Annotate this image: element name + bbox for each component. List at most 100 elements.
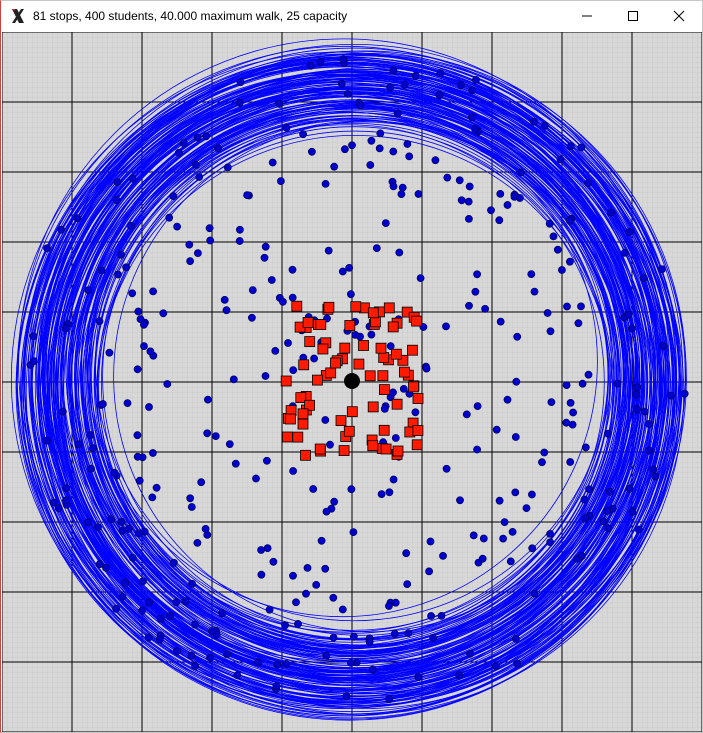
student-dot: [346, 290, 355, 299]
bus-stop: [343, 425, 355, 437]
student-dot: [112, 196, 121, 204]
student-dot: [269, 557, 278, 566]
student-dot: [165, 213, 174, 222]
student-dot: [29, 332, 38, 341]
student-dot: [134, 307, 143, 316]
walk-circle: [81, 105, 609, 633]
minimize-button[interactable]: [564, 1, 610, 31]
bus-stop: [412, 393, 424, 404]
bus-stop: [378, 384, 390, 396]
student-dot: [303, 564, 312, 572]
student-dot: [282, 124, 291, 132]
student-dot: [386, 342, 395, 350]
student-dot: [186, 494, 195, 503]
student-dot: [329, 633, 338, 642]
student-dot: [577, 143, 586, 152]
student-dot: [436, 69, 445, 77]
simulation-canvas[interactable]: [2, 32, 702, 732]
student-dot: [377, 490, 386, 498]
bus-stop: [375, 342, 387, 354]
student-dot: [633, 405, 641, 414]
student-dot: [495, 216, 504, 225]
student-dot: [442, 464, 451, 473]
student-dot: [265, 605, 274, 614]
bus-stop: [292, 431, 304, 443]
student-dot: [645, 420, 653, 428]
student-dot: [439, 552, 447, 560]
bus-stop: [407, 344, 418, 356]
walk-circle: [59, 90, 663, 693]
student-dot: [416, 274, 425, 282]
student-dot: [399, 384, 408, 393]
student-dot: [235, 99, 244, 107]
bus-stop: [364, 370, 376, 382]
bus-stop: [298, 359, 310, 371]
student-dot: [342, 692, 351, 700]
student-dot: [530, 589, 539, 598]
student-dot: [345, 263, 354, 272]
stops-layer: [280, 300, 424, 461]
student-dot: [206, 653, 214, 662]
student-dot: [112, 604, 120, 613]
student-dot: [422, 364, 431, 373]
student-dot: [442, 322, 450, 331]
student-dot: [530, 117, 538, 126]
bus-stop: [353, 358, 365, 370]
bus-stop: [295, 392, 307, 404]
student-dot: [478, 554, 487, 563]
student-dot: [512, 635, 520, 643]
student-dot: [254, 658, 262, 667]
student-dot: [284, 339, 292, 347]
student-dot: [553, 245, 562, 254]
student-dot: [113, 178, 122, 186]
student-dot: [174, 148, 183, 157]
student-dot: [289, 467, 297, 475]
bus-stop: [297, 418, 309, 430]
student-dot: [317, 536, 326, 545]
student-dot: [169, 558, 178, 567]
student-dot: [278, 297, 287, 306]
student-dot: [257, 570, 266, 579]
student-dot: [346, 659, 355, 667]
student-dot: [59, 407, 67, 416]
student-dot: [499, 534, 507, 543]
student-dot: [118, 526, 127, 535]
student-dot: [133, 365, 142, 374]
student-dot: [321, 564, 330, 573]
student-dot: [435, 91, 444, 100]
bus-stop: [378, 352, 390, 363]
student-dot: [471, 287, 480, 296]
title-bar[interactable]: 81 stops, 400 students, 40.000 maximum w…: [1, 1, 702, 31]
student-dot: [349, 632, 358, 641]
student-dot: [201, 524, 210, 533]
bus-stop: [377, 370, 389, 382]
student-dot: [139, 577, 147, 586]
student-dot: [500, 518, 509, 526]
student-dot: [581, 443, 590, 452]
maximize-button[interactable]: [610, 1, 656, 31]
walk-circle: [94, 119, 609, 634]
bus-stop: [335, 415, 347, 427]
student-dot: [292, 598, 300, 607]
student-dot: [348, 141, 356, 150]
student-dot: [516, 168, 525, 177]
close-button[interactable]: [656, 1, 702, 31]
bus-stop: [390, 348, 402, 360]
student-dot: [545, 219, 554, 228]
bus-stop: [338, 445, 350, 457]
student-dot: [307, 147, 316, 156]
student-dot: [87, 464, 95, 473]
walk-circle: [80, 91, 636, 647]
student-dot: [225, 440, 234, 448]
school-marker: [344, 373, 360, 389]
student-dot: [403, 140, 412, 148]
student-dot: [211, 432, 220, 440]
student-dot: [566, 142, 575, 151]
student-dot: [272, 682, 281, 691]
bus-stop: [344, 320, 356, 331]
student-dot: [528, 544, 537, 553]
student-dot: [666, 391, 675, 400]
bus-stop: [367, 401, 379, 413]
student-dot: [188, 579, 196, 588]
student-dot: [397, 190, 406, 198]
